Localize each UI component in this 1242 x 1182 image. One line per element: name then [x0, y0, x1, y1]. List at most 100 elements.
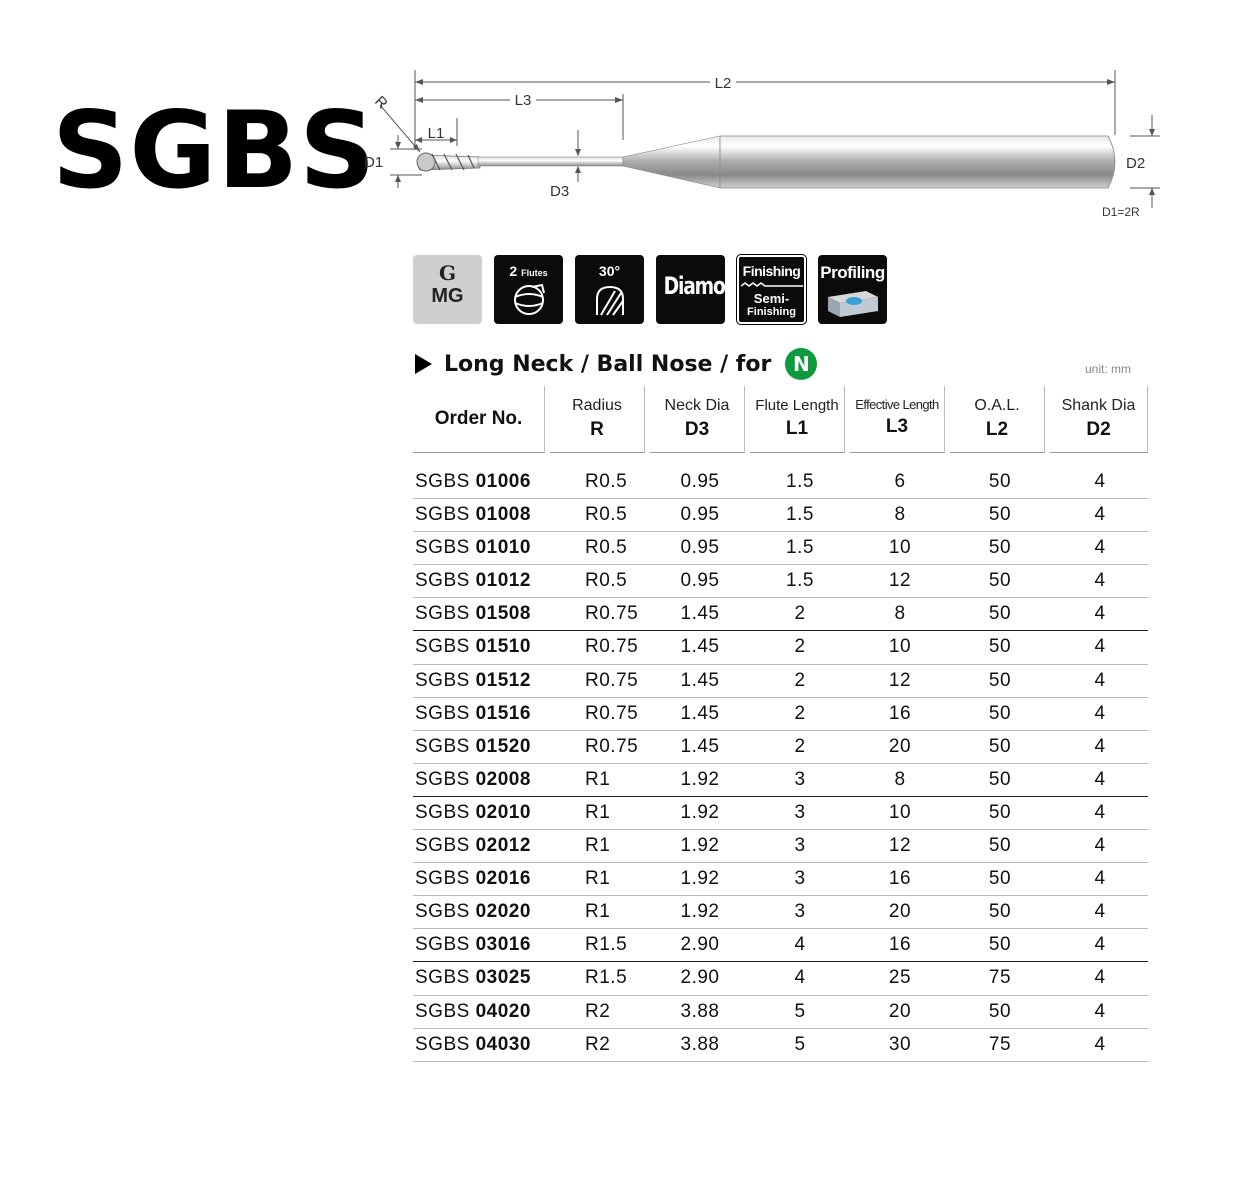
- cell-oal: 50: [988, 570, 1012, 592]
- cell-neck-dia: 3.88: [680, 1033, 720, 1055]
- table-row: SGBS 02008 R1 1.92 3 8 50 4: [413, 764, 1148, 797]
- header-shank-dia: Shank Dia D2: [1050, 386, 1148, 453]
- cell-effective-length: 8: [894, 504, 906, 526]
- order-code: 02020: [475, 901, 531, 923]
- cell-flute-length: 2: [794, 669, 806, 691]
- cell-shank-dia: 4: [1094, 934, 1106, 956]
- order-code: 01010: [475, 537, 531, 559]
- label-formula: D1=2R: [1102, 205, 1140, 219]
- cell-radius: R1.5: [585, 967, 628, 989]
- header-neck-dia: Neck Dia D3: [650, 386, 745, 453]
- order-prefix: SGBS: [415, 669, 470, 691]
- order-code: 02016: [475, 868, 531, 890]
- order-code: 04030: [475, 1033, 531, 1055]
- cell-effective-length: 10: [888, 636, 912, 658]
- cell-neck-dia: 1.92: [680, 868, 720, 890]
- cell-order-no: SGBS 03016: [415, 929, 565, 961]
- helix-angle-icon: [596, 285, 624, 316]
- cell-oal: 50: [988, 934, 1012, 956]
- order-prefix: SGBS: [415, 603, 470, 625]
- cell-oal: 50: [988, 636, 1012, 658]
- order-prefix: SGBS: [415, 934, 470, 956]
- cell-radius: R2: [585, 1000, 611, 1022]
- order-prefix: SGBS: [415, 702, 470, 724]
- profile-block-icon: [828, 291, 878, 317]
- profiling-label: Profiling: [820, 263, 885, 282]
- cell-order-no: SGBS 01516: [415, 698, 565, 730]
- order-prefix: SGBS: [415, 901, 470, 923]
- header-effective-length-symbol: L3: [885, 416, 909, 437]
- profiling-icon: Profiling: [818, 255, 887, 324]
- order-code: 02012: [475, 835, 531, 857]
- flute-section-icon: [514, 283, 545, 315]
- cell-neck-dia: 2.90: [680, 934, 720, 956]
- cell-neck-dia: 2.90: [680, 967, 720, 989]
- order-code: 04020: [475, 1000, 531, 1022]
- label-l2: L2: [715, 75, 732, 92]
- cell-neck-dia: 3.88: [680, 1000, 720, 1022]
- order-code: 02008: [475, 768, 531, 790]
- cell-effective-length: 20: [888, 901, 912, 923]
- table-row: SGBS 02020 R1 1.92 3 20 50 4: [413, 896, 1148, 930]
- order-prefix: SGBS: [415, 471, 470, 492]
- cell-radius: R2: [585, 1033, 611, 1055]
- order-prefix: SGBS: [415, 1033, 470, 1055]
- cell-order-no: SGBS 02020: [415, 896, 565, 928]
- cell-radius: R0.75: [585, 603, 639, 625]
- label-r: R: [371, 93, 391, 113]
- cell-radius: R0.75: [585, 702, 639, 724]
- cell-shank-dia: 4: [1094, 702, 1106, 724]
- cell-effective-length: 10: [888, 801, 912, 823]
- order-code: 01510: [475, 636, 531, 658]
- cell-flute-length: 3: [794, 901, 806, 923]
- cell-effective-length: 12: [888, 570, 912, 592]
- cell-order-no: SGBS 02012: [415, 830, 565, 862]
- order-code: 01508: [475, 603, 531, 625]
- cell-shank-dia: 4: [1094, 570, 1106, 592]
- label-d1: D1: [364, 154, 383, 171]
- helix-label: 30°: [598, 263, 621, 279]
- order-prefix: SGBS: [415, 570, 470, 592]
- table-row: SGBS 01516 R0.75 1.45 2 16 50 4: [413, 698, 1148, 731]
- cell-radius: R0.75: [585, 669, 639, 691]
- cell-shank-dia: 4: [1094, 868, 1106, 890]
- cell-flute-length: 4: [794, 934, 806, 956]
- cell-order-no: SGBS 04030: [415, 1029, 565, 1061]
- order-prefix: SGBS: [415, 537, 470, 559]
- cell-shank-dia: 4: [1094, 801, 1106, 823]
- cell-oal: 50: [988, 735, 1012, 757]
- cell-radius: R0.75: [585, 735, 639, 757]
- table-row: SGBS 01012 R0.5 0.95 1.5 12 50 4: [413, 565, 1148, 599]
- cell-shank-dia: 4: [1094, 835, 1106, 857]
- helix-30-icon: 30°: [575, 255, 644, 324]
- header-radius: Radius R: [550, 386, 645, 453]
- cell-effective-length: 16: [888, 702, 912, 724]
- cell-radius: R1: [585, 768, 611, 790]
- cell-radius: R1: [585, 835, 611, 857]
- triangle-bullet-icon: [415, 354, 432, 374]
- header-flute-length: Flute Length L1: [750, 386, 845, 453]
- cell-shank-dia: 4: [1094, 603, 1106, 625]
- label-d2: D2: [1126, 155, 1145, 172]
- label-l1: L1: [428, 125, 445, 142]
- coating-label: Diamond: [663, 272, 725, 300]
- flutes-word: Flutes: [521, 268, 548, 278]
- cell-flute-length: 5: [794, 1000, 806, 1022]
- cell-radius: R0.5: [585, 570, 628, 592]
- cell-effective-length: 20: [888, 1000, 912, 1022]
- cell-oal: 50: [988, 1000, 1012, 1022]
- cell-flute-length: 2: [794, 735, 806, 757]
- cell-oal: 50: [988, 537, 1012, 559]
- cell-oal: 75: [988, 1033, 1012, 1055]
- cell-flute-length: 4: [794, 967, 806, 989]
- cell-effective-length: 6: [894, 471, 906, 492]
- cell-oal: 50: [988, 801, 1012, 823]
- table-row: SGBS 01008 R0.5 0.95 1.5 8 50 4: [413, 499, 1148, 533]
- cell-effective-length: 10: [888, 537, 912, 559]
- cell-oal: 50: [988, 768, 1012, 790]
- cell-order-no: SGBS 01008: [415, 499, 565, 531]
- header-flute-length-symbol: L1: [785, 418, 809, 439]
- label-d3: D3: [550, 183, 569, 200]
- table-row: SGBS 01510 R0.75 1.45 2 10 50 4: [413, 631, 1148, 665]
- order-prefix: SGBS: [415, 735, 470, 757]
